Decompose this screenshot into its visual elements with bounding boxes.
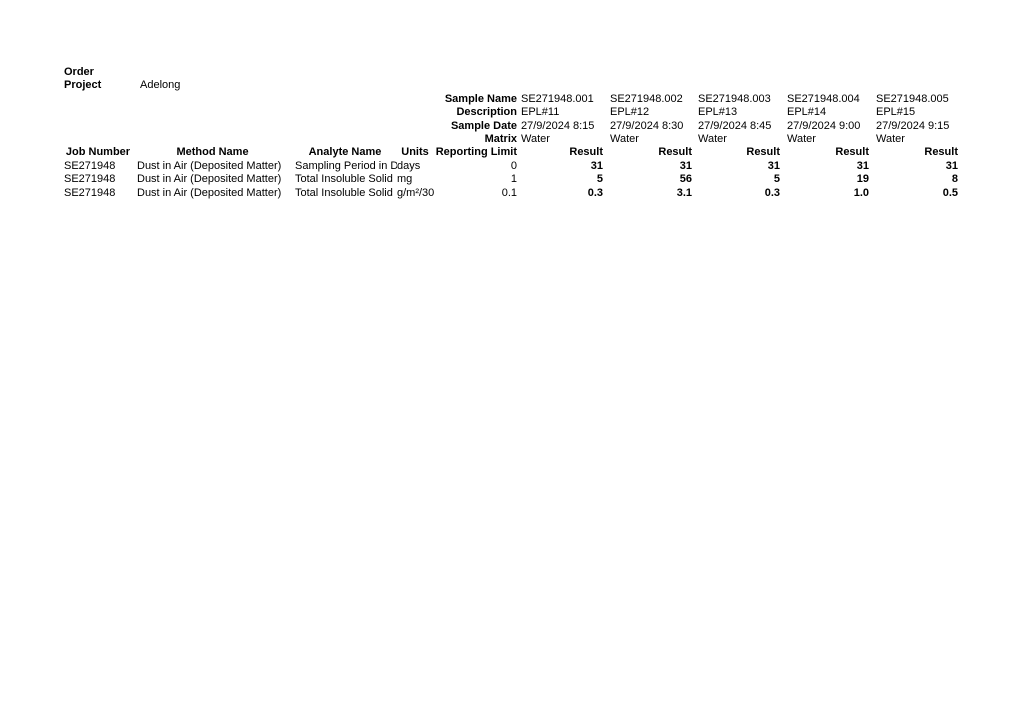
units-cell: g/m²/30 [397, 187, 435, 199]
method-name-header: Method Name [176, 146, 249, 158]
result-cell: 0.3 [764, 187, 780, 199]
job-number-cell: SE271948 [64, 173, 116, 185]
sample-date-label: Sample Date [450, 120, 517, 132]
result-cell: 31 [590, 160, 603, 172]
sample-name-value: SE271948.001 [521, 93, 594, 105]
method-name-cell: Dust in Air (Deposited Matter) [137, 187, 282, 199]
method-name-cell: Dust in Air (Deposited Matter) [137, 173, 282, 185]
method-name-cell: Dust in Air (Deposited Matter) [137, 160, 282, 172]
reporting-limit-cell: 1 [510, 173, 517, 185]
result-header: Result [746, 146, 780, 158]
job-number-cell: SE271948 [64, 187, 116, 199]
units-header: Units [401, 146, 429, 158]
job-number-cell: SE271948 [64, 160, 116, 172]
sample-name-value: SE271948.005 [876, 93, 949, 105]
result-cell: 31 [767, 160, 780, 172]
reporting-limit-header: Reporting Limit [435, 146, 517, 158]
result-cell: 56 [679, 173, 692, 185]
sample-date-value: 27/9/2024 9:00 [787, 120, 861, 132]
sample-date-value: 27/9/2024 8:15 [521, 120, 595, 132]
result-cell: 31 [856, 160, 869, 172]
order-label: Order [64, 66, 94, 78]
description-value: EPL#15 [876, 106, 916, 118]
analyte-name-cell: Sampling Period in Days [295, 160, 397, 172]
matrix-label: Matrix [484, 133, 517, 145]
units-cell: days [397, 160, 421, 172]
matrix-value: Water [521, 133, 550, 145]
sample-name-value: SE271948.002 [610, 93, 683, 105]
sample-name-label: Sample Name [444, 93, 517, 105]
result-cell: 3.1 [676, 187, 692, 199]
analyte-name-cell: Total Insoluble Solid [295, 187, 393, 199]
result-header: Result [658, 146, 692, 158]
result-cell: 0.3 [587, 187, 603, 199]
result-cell: 0.5 [942, 187, 958, 199]
sample-name-value: SE271948.003 [698, 93, 771, 105]
result-header: Result [835, 146, 869, 158]
reporting-limit-cell: 0.1 [501, 187, 517, 199]
result-header: Result [569, 146, 603, 158]
matrix-value: Water [698, 133, 727, 145]
units-cell: mg [397, 173, 413, 185]
description-label: Description [456, 106, 517, 118]
job-number-header: Job Number [65, 146, 131, 158]
description-value: EPL#11 [521, 106, 560, 118]
analyte-name-header: Analyte Name [308, 146, 382, 158]
matrix-value: Water [610, 133, 639, 145]
analyte-name-cell: Total Insoluble Solid [295, 173, 393, 185]
sample-name-value: SE271948.004 [787, 93, 860, 105]
result-cell: 31 [945, 160, 958, 172]
result-cell: 31 [679, 160, 692, 172]
result-cell: 5 [596, 173, 603, 185]
project-value: Adelong [140, 79, 181, 91]
result-cell: 1.0 [853, 187, 869, 199]
result-cell: 19 [856, 173, 869, 185]
sample-date-value: 27/9/2024 9:15 [876, 120, 950, 132]
project-label: Project [64, 79, 102, 91]
sample-date-value: 27/9/2024 8:45 [698, 120, 772, 132]
description-value: EPL#13 [698, 106, 738, 118]
reporting-limit-cell: 0 [510, 160, 517, 172]
description-value: EPL#12 [610, 106, 650, 118]
result-header: Result [924, 146, 958, 158]
matrix-value: Water [787, 133, 816, 145]
result-cell: 8 [951, 173, 958, 185]
matrix-value: Water [876, 133, 905, 145]
sample-date-value: 27/9/2024 8:30 [610, 120, 684, 132]
description-value: EPL#14 [787, 106, 827, 118]
result-cell: 5 [773, 173, 780, 185]
